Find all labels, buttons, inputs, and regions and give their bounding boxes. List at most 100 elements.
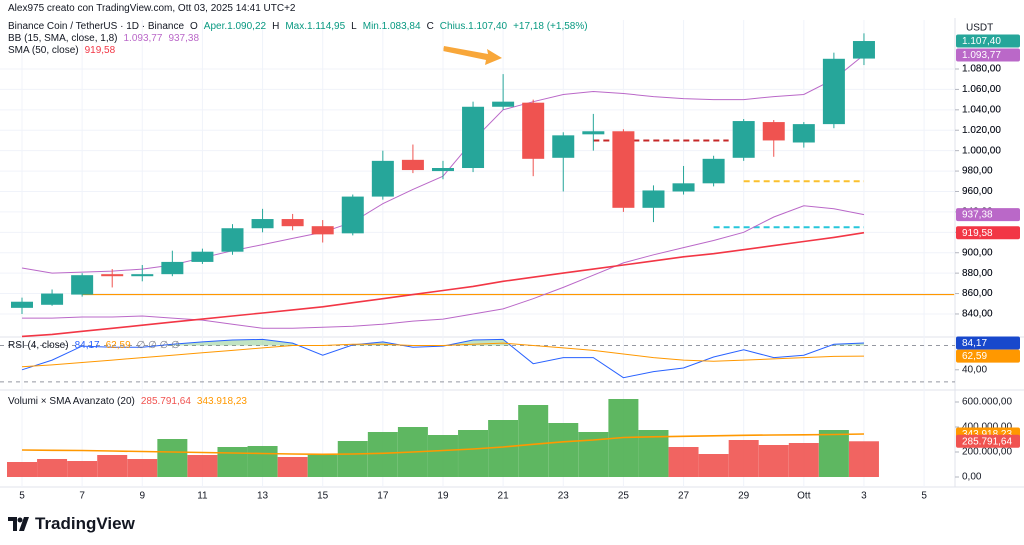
x-tick-label: 5 [19, 491, 25, 502]
y-tick-label: 900,00 [962, 247, 993, 258]
legend-value: Max.1.114,95 [285, 21, 346, 32]
y-tick-label: 1.040,00 [962, 104, 1001, 115]
candle-body [732, 121, 755, 158]
candle-body [401, 159, 424, 171]
volume-bar [668, 447, 699, 477]
y-tick-label: 860,00 [962, 288, 993, 299]
price-tag-label: 1.093,77 [962, 50, 1001, 61]
volume-bar [337, 441, 368, 477]
y-tick-label: 1.020,00 [962, 125, 1001, 136]
volume-bar [247, 446, 278, 477]
candle-body [612, 131, 635, 208]
price-tag-label: 919,58 [962, 228, 993, 239]
x-tick-label: 27 [678, 491, 690, 502]
candle-body [41, 293, 64, 305]
candle-body [131, 274, 154, 277]
y-tick-label: 880,00 [962, 268, 993, 279]
y-tick-label: 1.000,00 [962, 145, 1001, 156]
brand-text: TradingView [35, 514, 135, 533]
volume-bar [698, 454, 729, 477]
candle-body [552, 135, 575, 158]
candle-body [672, 183, 695, 192]
volume-bar [367, 432, 398, 477]
title: RSI (4, close) [8, 340, 69, 351]
x-tick-label: 11 [197, 491, 208, 502]
legend-change: +17,18 (+1,58%) [513, 21, 588, 32]
legend-key: H [272, 21, 280, 32]
overlay-line [22, 205, 865, 329]
overbought-fill [22, 339, 864, 346]
y-tick-label: 880,00 [962, 268, 993, 279]
x-tick-label: 19 [437, 491, 449, 502]
y-tick-label: 200.000,00 [962, 447, 1012, 458]
series-value: 343.918,23 [196, 396, 247, 407]
price-tag [956, 434, 1020, 448]
y-tick-label: 1.040,00 [962, 104, 1001, 115]
logo [8, 517, 29, 531]
y-tick-label: 40,00 [962, 364, 987, 375]
y-tick-label: 960,00 [962, 186, 993, 197]
candle-body [492, 101, 515, 107]
x-tick-label: 23 [558, 491, 570, 502]
volume-sma [21, 433, 865, 456]
candle-body [101, 274, 124, 277]
volume-bar [7, 462, 37, 477]
x-tick-label: Ott [797, 491, 811, 502]
y-tick-label: 0,00 [962, 472, 982, 483]
candle-body [462, 106, 485, 169]
candle-body [792, 124, 815, 143]
price-tag [956, 336, 1020, 350]
volume-bar [427, 435, 458, 477]
candle-body [251, 219, 274, 229]
volume-bar [548, 423, 579, 477]
candle-body [221, 228, 244, 252]
series-value: 62,59 [105, 340, 131, 351]
overlay-line [21, 231, 865, 338]
y-tick-label: 1.060,00 [962, 84, 1001, 95]
price-tag-label: 84,17 [962, 338, 987, 349]
x-tick-label: 25 [618, 491, 630, 502]
y-tick-label: 980,00 [962, 166, 993, 177]
price-tag [956, 34, 1020, 48]
volume-bar [37, 459, 68, 477]
price-tag [956, 226, 1020, 240]
price-tag-label: 285.791,64 [962, 436, 1012, 447]
y-tick-label: 400.000,00 [962, 422, 1012, 433]
volume-bar [307, 455, 338, 477]
y-tick-label: 840,00 [962, 309, 993, 320]
series-value: 285.791,64 [140, 396, 191, 407]
price-tag-label: 937,38 [962, 210, 993, 221]
overlay-name: SMA (50, close) [8, 45, 79, 56]
volume-bar [97, 455, 128, 477]
volume-bar [788, 443, 819, 477]
candle-body [191, 251, 214, 262]
legend-value: Aper.1.090,22 [203, 21, 267, 32]
price-tag [956, 349, 1020, 363]
volume-bar [458, 430, 489, 477]
volume-bar [127, 459, 158, 477]
y-tick-label: 1.080,00 [962, 64, 1001, 75]
legend-key: L [351, 21, 357, 32]
candle-body [852, 41, 875, 59]
extra: ∅ ∅ ∅ ∅ [136, 340, 180, 351]
y-tick-label: 840,00 [962, 309, 993, 320]
volume-bar [67, 461, 98, 477]
overlay-value: 937,38 [168, 33, 200, 44]
y-tick-label: 1.020,00 [962, 125, 1001, 136]
volume-bar [818, 430, 849, 477]
candle-body [71, 275, 94, 295]
y-tick-label: 980,00 [962, 166, 993, 177]
x-tick-label: 21 [498, 491, 510, 502]
y-tick-label: 900,00 [962, 247, 993, 258]
candle-body [522, 102, 545, 159]
candle-body [311, 226, 334, 235]
x-tick-label: 29 [738, 491, 750, 502]
x-tick-label: 15 [317, 491, 329, 502]
candle-body [582, 131, 605, 135]
legend-value: Min.1.083,84 [362, 21, 421, 32]
legend-value: Chius.1.107,40 [439, 21, 508, 32]
overlay-value: 919,58 [84, 45, 116, 56]
y-tick-label: 1.060,00 [962, 84, 1001, 95]
